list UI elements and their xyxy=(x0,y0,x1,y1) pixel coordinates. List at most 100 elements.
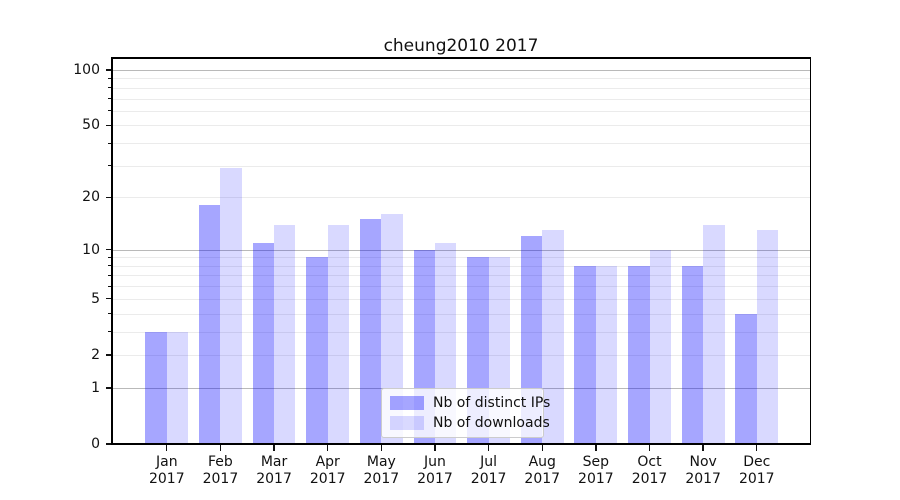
x-tick-label-oct: Oct 2017 xyxy=(618,454,682,487)
y-tick-label: 20 xyxy=(82,189,100,206)
x-tick-month: Aug xyxy=(528,454,556,470)
y-minor-tick-mark xyxy=(108,110,112,112)
x-tick-month: Sep xyxy=(582,454,610,470)
x-tick-mark xyxy=(166,445,168,451)
x-tick-month: Jul xyxy=(480,454,498,470)
x-tick-mark xyxy=(648,445,651,451)
x-tick-mark xyxy=(327,445,329,451)
y-tick-mark xyxy=(105,354,112,356)
x-tick-month: May xyxy=(366,454,396,470)
legend-item-distinct-ips: Nb of distinct IPs xyxy=(390,395,550,411)
bar-distinct-ips-feb xyxy=(199,205,221,444)
bar-downloads-jan xyxy=(166,331,189,444)
x-tick-label-jul: Jul 2017 xyxy=(457,454,521,487)
x-tick-label-jun: Jun 2017 xyxy=(403,454,467,487)
x-tick-month: Apr xyxy=(315,454,340,470)
bar-distinct-ips-apr xyxy=(306,257,328,444)
y-tick-mark xyxy=(105,196,112,198)
bar-distinct-ips-nov xyxy=(681,265,704,444)
bar-downloads-apr xyxy=(327,224,350,444)
y-gridline-minor xyxy=(112,286,810,288)
y-tick-label: 50 xyxy=(82,117,100,134)
bar-distinct-ips-dec xyxy=(735,313,757,444)
y-gridline-minor xyxy=(112,331,810,333)
y-gridline-minor xyxy=(112,110,810,112)
x-tick-year: 2017 xyxy=(363,470,400,487)
y-tick-label: 0 xyxy=(91,436,100,452)
y-tick-label: 10 xyxy=(82,241,100,258)
x-tick-label-may: May 2017 xyxy=(349,454,413,487)
y-gridline-minor xyxy=(112,143,810,145)
y-tick-mark xyxy=(105,124,112,127)
x-tick-year: 2017 xyxy=(470,470,507,487)
bar-downloads-feb xyxy=(220,168,242,444)
y-gridline-major xyxy=(112,70,810,71)
x-tick-year: 2017 xyxy=(148,470,185,487)
top-spine xyxy=(112,57,811,59)
y-gridline-minor xyxy=(112,125,810,127)
bar-downloads-may xyxy=(381,214,403,444)
bar-downloads-aug xyxy=(542,230,564,444)
x-tick-month: Oct xyxy=(637,454,662,470)
x-tick-month: Feb xyxy=(208,454,233,470)
x-tick-year: 2017 xyxy=(631,470,668,487)
legend-swatch-downloads xyxy=(390,416,424,430)
y-minor-tick-mark xyxy=(108,265,112,267)
y-gridline-major xyxy=(112,249,810,251)
y-tick-label: 5 xyxy=(91,290,100,307)
x-tick-month: Dec xyxy=(743,454,771,470)
bar-distinct-ips-oct xyxy=(628,265,650,444)
x-tick-mark xyxy=(434,445,436,451)
x-tick-year: 2017 xyxy=(202,470,239,487)
y-tick-mark xyxy=(105,443,112,445)
legend: Nb of distinct IPs Nb of downloads xyxy=(381,388,550,438)
x-tick-year: 2017 xyxy=(738,470,775,487)
x-tick-label-nov: Nov 2017 xyxy=(671,454,735,487)
x-tick-year: 2017 xyxy=(417,470,453,487)
x-tick-mark xyxy=(595,445,597,451)
bottom-spine xyxy=(112,443,811,445)
y-tick-label: 2 xyxy=(91,346,100,363)
x-tick-mark xyxy=(756,445,758,451)
legend-swatch-distinct-ips xyxy=(390,396,424,410)
x-tick-year: 2017 xyxy=(524,470,561,487)
y-minor-tick-mark xyxy=(108,256,112,258)
y-gridline-minor xyxy=(112,98,810,100)
y-minor-tick-mark xyxy=(108,285,112,287)
y-minor-tick-mark xyxy=(108,98,112,100)
x-tick-mark xyxy=(380,445,383,451)
bar-downloads-mar xyxy=(274,224,296,444)
x-tick-label-feb: Feb 2017 xyxy=(188,454,252,487)
y-minor-tick-mark xyxy=(108,274,112,276)
x-tick-label-aug: Aug 2017 xyxy=(510,454,574,487)
bar-distinct-ips-sep xyxy=(574,265,596,444)
y-gridline-minor xyxy=(112,257,810,259)
bar-downloads-oct xyxy=(649,249,671,444)
legend-item-downloads: Nb of downloads xyxy=(390,415,550,431)
x-tick-mark xyxy=(487,445,490,451)
x-tick-label-jan: Jan 2017 xyxy=(135,454,199,487)
x-tick-month: Jun xyxy=(424,454,446,470)
y-minor-tick-mark xyxy=(108,313,112,315)
y-minor-tick-mark xyxy=(108,77,112,79)
x-tick-month: Nov xyxy=(689,454,717,470)
y-gridline-minor xyxy=(112,265,810,267)
bar-distinct-ips-mar xyxy=(252,242,275,444)
y-tick-mark xyxy=(105,69,112,71)
bar-distinct-ips-may xyxy=(359,219,382,444)
x-tick-mark xyxy=(702,445,704,451)
y-minor-tick-mark xyxy=(108,331,112,333)
bar-distinct-ips-jan xyxy=(145,331,167,444)
chart-title: cheung2010 2017 xyxy=(383,36,539,56)
x-tick-label-dec: Dec 2017 xyxy=(725,454,789,487)
x-tick-mark xyxy=(219,445,222,451)
x-tick-year: 2017 xyxy=(256,470,292,487)
x-tick-mark xyxy=(541,445,543,451)
y-tick-mark xyxy=(105,298,112,300)
y-tick-mark xyxy=(105,387,112,389)
x-tick-month: Mar xyxy=(260,454,288,470)
bar-downloads-dec xyxy=(756,230,779,444)
y-tick-mark xyxy=(105,248,112,251)
y-tick-label: 100 xyxy=(73,62,100,78)
y-minor-tick-mark xyxy=(108,142,112,144)
